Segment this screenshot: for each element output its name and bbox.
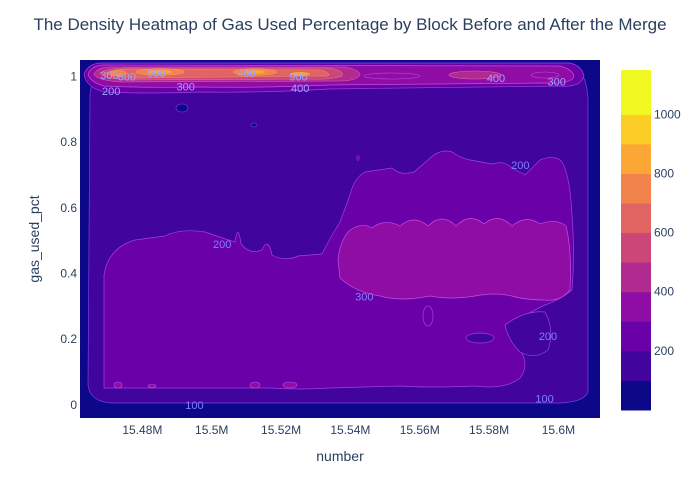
x-axis-ticks: 15.48M 15.5M 15.52M 15.54M 15.56M 15.58M 15.6M: [122, 423, 575, 437]
colorbar-tick-label: 600: [654, 226, 674, 240]
y-tick-label: 0.6: [60, 201, 77, 215]
contour-top-spot: [530, 71, 560, 79]
colorbar-ticks: 200 400 600 800 1000: [654, 107, 681, 358]
colorbar-segment: [621, 232, 651, 263]
colorbar-segment: [621, 321, 651, 352]
contour-top-peak-core: [290, 72, 310, 76]
x-tick-label: 15.5M: [195, 423, 228, 437]
x-tick-label: 15.56M: [400, 423, 440, 437]
colorbar-segment: [621, 262, 651, 293]
contour-label: 200: [213, 239, 231, 251]
y-tick-label: 1: [70, 69, 77, 83]
y-tick-label: 0.4: [60, 266, 77, 280]
contour-top-peak: [109, 69, 127, 77]
contour-label: 400: [237, 68, 255, 80]
contour-label: 200: [102, 86, 120, 98]
contour-spot: [113, 381, 123, 389]
contour-hole: [422, 305, 434, 327]
contour-spot: [147, 384, 157, 388]
contour-label: 100: [535, 393, 553, 405]
colorbar-tick-label: 800: [654, 166, 674, 180]
x-tick-label: 15.6M: [542, 423, 575, 437]
contour-label: 200: [539, 331, 557, 343]
contour-label: 200: [511, 160, 529, 172]
contour-label: 300: [100, 70, 118, 82]
contour-label: 400: [291, 83, 309, 95]
y-tick-label: 0.8: [60, 135, 77, 149]
contour-hole: [465, 332, 495, 344]
colorbar-tick-label: 1000: [654, 107, 681, 121]
x-tick-label: 15.52M: [261, 423, 301, 437]
y-axis-title: gas_used_pct: [26, 195, 42, 282]
colorbar-tick-label: 200: [654, 344, 674, 358]
contour-spot: [249, 381, 261, 389]
colorbar-segment: [621, 143, 651, 174]
contour-label: 100: [185, 400, 203, 412]
contour-top-peak-core: [148, 70, 172, 74]
contour-label: 600: [118, 71, 136, 83]
y-tick-label: 0: [70, 398, 77, 412]
colorbar: [621, 70, 651, 411]
contour-top-peak-core: [245, 70, 265, 74]
chart-title: The Density Heatmap of Gas Used Percenta…: [33, 15, 666, 34]
density-contours: [83, 62, 589, 404]
x-tick-label: 15.54M: [330, 423, 370, 437]
contour-top-spot: [363, 72, 421, 80]
y-tick-label: 0.2: [60, 332, 77, 346]
contour-top-spot: [448, 70, 502, 80]
colorbar-segment: [621, 70, 651, 86]
colorbar-tick-label: 400: [654, 285, 674, 299]
contour-hole: [250, 122, 258, 128]
contour-label: 900: [147, 68, 165, 80]
colorbar-segment: [621, 291, 651, 322]
colorbar-segment: [621, 114, 651, 145]
contour-label: 300: [177, 81, 195, 93]
contour-label: 300: [355, 291, 373, 303]
contour-spot: [282, 381, 298, 389]
colorbar-segment: [621, 173, 651, 204]
colorbar-segment: [621, 84, 651, 115]
colorbar-segment: [621, 203, 651, 234]
colorbar-segment: [621, 350, 651, 381]
x-tick-label: 15.48M: [122, 423, 162, 437]
y-axis-ticks: 0 0.2 0.4 0.6 0.8 1: [60, 69, 77, 411]
contour-hole: [356, 155, 360, 161]
contour-band-300: [337, 218, 571, 301]
contour-label: 900: [289, 71, 307, 83]
colorbar-segment: [621, 380, 651, 411]
contour-label: 400: [487, 73, 505, 85]
contour-hole: [175, 103, 189, 113]
x-tick-label: 15.58M: [469, 423, 509, 437]
contour-label: 300: [547, 76, 565, 88]
x-axis-title: number: [316, 448, 364, 464]
contour-hole: [504, 311, 552, 356]
